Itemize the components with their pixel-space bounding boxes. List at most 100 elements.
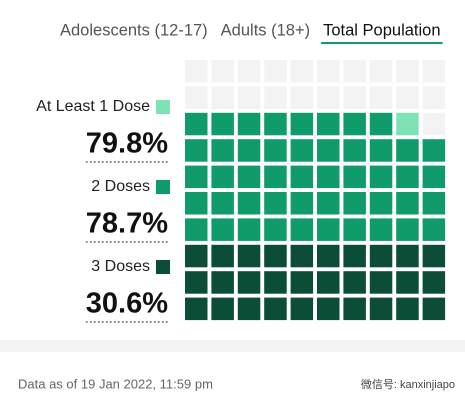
- waffle-cell: [396, 218, 419, 241]
- waffle-cell: [369, 297, 393, 321]
- waffle-cell: [369, 112, 393, 136]
- waffle-cell: [264, 271, 287, 294]
- waffle-cell: [369, 139, 393, 162]
- waffle-cell: [396, 165, 419, 189]
- waffle-cell: [211, 244, 234, 268]
- waffle-cell: [264, 86, 287, 109]
- waffle-cell: [264, 244, 287, 268]
- waffle-cell: [264, 218, 287, 241]
- waffle-cell: [396, 60, 419, 83]
- waffle-cell: [396, 244, 419, 268]
- waffle-cell: [343, 112, 366, 136]
- waffle-cell: [343, 86, 366, 109]
- waffle-cell: [237, 271, 261, 294]
- waffle-cell: [369, 86, 393, 109]
- waffle-cell: [237, 86, 261, 109]
- waffle-cell: [290, 165, 314, 189]
- waffle-cell: [264, 139, 287, 162]
- waffle-cell: [317, 297, 340, 321]
- waffle-cell: [369, 165, 393, 189]
- waffle-cell: [422, 218, 446, 241]
- legend-swatch: [156, 100, 170, 114]
- waffle-cell: [211, 86, 234, 109]
- waffle-cell: [369, 271, 393, 294]
- waffle-cell: [422, 192, 446, 215]
- legend-label: 2 Doses: [91, 178, 150, 195]
- waffle-cell: [396, 192, 419, 215]
- waffle-cell: [264, 112, 287, 136]
- legend-label: At Least 1 Dose: [36, 98, 150, 115]
- waffle-cell: [317, 165, 340, 189]
- value-label: 79.8%: [86, 128, 168, 160]
- waffle-cell: [185, 86, 208, 109]
- waffle-cell: [343, 218, 366, 241]
- waffle-cell: [185, 244, 208, 268]
- value-label: 30.6%: [86, 288, 168, 320]
- waffle-cell: [237, 139, 261, 162]
- waffle-cell: [422, 271, 446, 294]
- tab-underline: [321, 42, 443, 44]
- waffle-cell: [317, 86, 340, 109]
- waffle-cell: [343, 271, 366, 294]
- legend-swatch: [156, 260, 170, 274]
- waffle-cell: [343, 192, 366, 215]
- tab[interactable]: Total Population: [323, 21, 440, 39]
- waffle-cell: [317, 139, 340, 162]
- waffle-cell: [343, 60, 366, 83]
- waffle-cell: [396, 112, 419, 136]
- waffle-cell: [211, 192, 234, 215]
- waffle-cell: [185, 165, 208, 189]
- waffle-cell: [369, 192, 393, 215]
- waffle-cell: [185, 60, 208, 83]
- waffle-cell: [237, 60, 261, 83]
- waffle-cell: [317, 112, 340, 136]
- waffle-cell: [422, 244, 446, 268]
- waffle-cell: [211, 218, 234, 241]
- waffle-cell: [422, 297, 446, 321]
- legend-swatch: [156, 180, 170, 194]
- waffle-cell: [290, 297, 314, 321]
- waffle-cell: [290, 271, 314, 294]
- waffle-cell: [290, 244, 314, 268]
- waffle-cell: [237, 244, 261, 268]
- waffle-cell: [211, 271, 234, 294]
- waffle-cell: [185, 139, 208, 162]
- waffle-cell: [264, 165, 287, 189]
- waffle-cell: [237, 192, 261, 215]
- waffle-cell: [290, 112, 314, 136]
- value-label: 78.7%: [86, 208, 168, 240]
- waffle-cell: [290, 192, 314, 215]
- waffle-cell: [237, 297, 261, 321]
- waffle-cell: [211, 165, 234, 189]
- waffle-cell: [237, 218, 261, 241]
- waffle-cell: [237, 112, 261, 136]
- waffle-cell: [290, 60, 314, 83]
- waffle-cell: [422, 112, 446, 136]
- waffle-cell: [290, 139, 314, 162]
- waffle-cell: [396, 297, 419, 321]
- waffle-cell: [317, 192, 340, 215]
- waffle-cell: [185, 271, 208, 294]
- waffle-cell: [343, 297, 366, 321]
- waffle-cell: [422, 86, 446, 109]
- waffle-cell: [369, 244, 393, 268]
- waffle-cell: [422, 165, 446, 189]
- footer-note: Data as of 19 Jan 2022, 11:59 pm: [18, 376, 213, 391]
- tab[interactable]: Adults (18+): [221, 21, 310, 39]
- tab[interactable]: Adolescents (12-17): [60, 21, 208, 39]
- waffle-cell: [396, 271, 419, 294]
- waffle-cell: [396, 139, 419, 162]
- waffle-cell: [211, 297, 234, 321]
- waffle-cell: [185, 112, 208, 136]
- waffle-cell: [422, 60, 446, 83]
- legend-label: 3 Doses: [91, 258, 150, 275]
- divider-band: [0, 340, 465, 352]
- watermark: 微信号: kanxinjiapo: [361, 377, 455, 391]
- waffle-cell: [237, 165, 261, 189]
- waffle-cell: [211, 112, 234, 136]
- waffle-cell: [343, 139, 366, 162]
- waffle-cell: [264, 60, 287, 83]
- waffle-cell: [264, 297, 287, 321]
- waffle-cell: [185, 192, 208, 215]
